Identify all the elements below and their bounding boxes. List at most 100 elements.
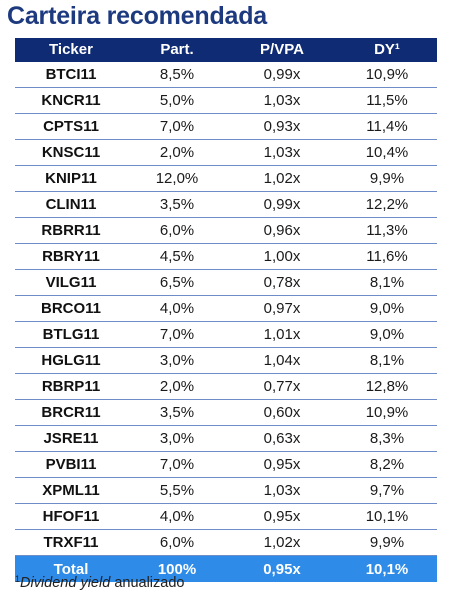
cell-pvpa: 1,04x bbox=[227, 347, 337, 375]
cell-ticker: RBRP11 bbox=[15, 373, 127, 401]
cell-ticker: JSRE11 bbox=[15, 425, 127, 453]
cell-ticker: XPML11 bbox=[15, 477, 127, 505]
cell-part: 3,5% bbox=[127, 399, 227, 427]
cell-dy: 8,1% bbox=[337, 347, 437, 375]
cell-part: 7,0% bbox=[127, 113, 227, 141]
cell-dy: 11,5% bbox=[337, 87, 437, 115]
cell-pvpa: 1,03x bbox=[227, 477, 337, 505]
table-row: TRXF11 6,0% 1,02x 9,9% bbox=[15, 529, 437, 557]
cell-part: 6,5% bbox=[127, 269, 227, 297]
cell-dy: 9,0% bbox=[337, 321, 437, 349]
table-row: KNIP11 12,0% 1,02x 9,9% bbox=[15, 165, 437, 193]
table-row: HGLG11 3,0% 1,04x 8,1% bbox=[15, 347, 437, 375]
total-dy: 10,1% bbox=[337, 555, 437, 582]
cell-part: 5,5% bbox=[127, 477, 227, 505]
table-row: BRCO11 4,0% 0,97x 9,0% bbox=[15, 295, 437, 323]
cell-part: 6,0% bbox=[127, 217, 227, 245]
cell-ticker: BRCR11 bbox=[15, 399, 127, 427]
cell-dy: 10,4% bbox=[337, 139, 437, 167]
table-row: KNCR11 5,0% 1,03x 11,5% bbox=[15, 87, 437, 115]
cell-pvpa: 1,03x bbox=[227, 87, 337, 115]
table-row: CLIN11 3,5% 0,99x 12,2% bbox=[15, 191, 437, 219]
cell-ticker: HFOF11 bbox=[15, 503, 127, 531]
table-row: PVBI11 7,0% 0,95x 8,2% bbox=[15, 451, 437, 479]
cell-pvpa: 1,02x bbox=[227, 529, 337, 557]
table-row: BTCI11 8,5% 0,99x 10,9% bbox=[15, 62, 437, 89]
table-row: KNSC11 2,0% 1,03x 10,4% bbox=[15, 139, 437, 167]
cell-pvpa: 0,93x bbox=[227, 113, 337, 141]
table-row: RBRR11 6,0% 0,96x 11,3% bbox=[15, 217, 437, 245]
cell-pvpa: 1,03x bbox=[227, 139, 337, 167]
table-row: RBRP11 2,0% 0,77x 12,8% bbox=[15, 373, 437, 401]
cell-ticker: PVBI11 bbox=[15, 451, 127, 479]
cell-pvpa: 1,01x bbox=[227, 321, 337, 349]
total-pvpa: 0,95x bbox=[227, 555, 337, 582]
table-body: BTCI11 8,5% 0,99x 10,9% KNCR11 5,0% 1,03x 11,5%… bbox=[15, 62, 437, 557]
cell-ticker: RBRR11 bbox=[15, 217, 127, 245]
footnote-marker: 1 bbox=[15, 574, 21, 584]
cell-ticker: CPTS11 bbox=[15, 113, 127, 141]
cell-pvpa: 0,99x bbox=[227, 191, 337, 219]
cell-ticker: KNSC11 bbox=[15, 139, 127, 167]
table-header-row: Ticker Part. P/VPA DY¹ bbox=[15, 38, 437, 62]
cell-ticker: BTLG11 bbox=[15, 321, 127, 349]
cell-dy: 9,9% bbox=[337, 165, 437, 193]
table-row: HFOF11 4,0% 0,95x 10,1% bbox=[15, 503, 437, 531]
cell-ticker: KNCR11 bbox=[15, 87, 127, 115]
cell-pvpa: 1,00x bbox=[227, 243, 337, 271]
cell-part: 4,0% bbox=[127, 295, 227, 323]
cell-pvpa: 1,02x bbox=[227, 165, 337, 193]
cell-part: 3,0% bbox=[127, 347, 227, 375]
cell-dy: 8,2% bbox=[337, 451, 437, 479]
cell-part: 3,5% bbox=[127, 191, 227, 219]
cell-pvpa: 0,96x bbox=[227, 217, 337, 245]
cell-pvpa: 0,97x bbox=[227, 295, 337, 323]
cell-pvpa: 0,60x bbox=[227, 399, 337, 427]
cell-part: 6,0% bbox=[127, 529, 227, 557]
cell-dy: 10,1% bbox=[337, 503, 437, 531]
cell-ticker: KNIP11 bbox=[15, 165, 127, 193]
cell-part: 4,5% bbox=[127, 243, 227, 271]
cell-dy: 12,8% bbox=[337, 373, 437, 401]
column-header-dy: DY¹ bbox=[337, 38, 437, 62]
total-label: Total bbox=[15, 555, 127, 582]
cell-pvpa: 0,95x bbox=[227, 503, 337, 531]
cell-dy: 10,9% bbox=[337, 62, 437, 89]
cell-part: 5,0% bbox=[127, 87, 227, 115]
cell-dy: 10,9% bbox=[337, 399, 437, 427]
cell-ticker: HGLG11 bbox=[15, 347, 127, 375]
portfolio-table: Ticker Part. P/VPA DY¹ BTCI11 8,5% 0,99x 10… bbox=[15, 38, 437, 582]
cell-dy: 9,9% bbox=[337, 529, 437, 557]
cell-part: 8,5% bbox=[127, 62, 227, 89]
cell-dy: 11,3% bbox=[337, 217, 437, 245]
cell-dy: 8,1% bbox=[337, 269, 437, 297]
total-row: Total 100% 0,95x 10,1% bbox=[15, 555, 437, 582]
cell-dy: 9,0% bbox=[337, 295, 437, 323]
cell-part: 7,0% bbox=[127, 451, 227, 479]
cell-ticker: TRXF11 bbox=[15, 529, 127, 557]
cell-ticker: RBRY11 bbox=[15, 243, 127, 271]
footnote-italic-text: Dividend yield bbox=[20, 575, 111, 591]
cell-pvpa: 0,77x bbox=[227, 373, 337, 401]
page-title: Carteira recomendada bbox=[7, 2, 268, 30]
cell-part: 2,0% bbox=[127, 373, 227, 401]
cell-ticker: VILG11 bbox=[15, 269, 127, 297]
table-row: XPML11 5,5% 1,03x 9,7% bbox=[15, 477, 437, 505]
footnote-rest-text: anualizado bbox=[110, 575, 185, 591]
total-part: 100% bbox=[127, 555, 227, 582]
cell-ticker: CLIN11 bbox=[15, 191, 127, 219]
table-row: CPTS11 7,0% 0,93x 11,4% bbox=[15, 113, 437, 141]
table-row: JSRE11 3,0% 0,63x 8,3% bbox=[15, 425, 437, 453]
cell-part: 3,0% bbox=[127, 425, 227, 453]
table-row: BRCR11 3,5% 0,60x 10,9% bbox=[15, 399, 437, 427]
cell-pvpa: 0,95x bbox=[227, 451, 337, 479]
cell-dy: 11,6% bbox=[337, 243, 437, 271]
cell-pvpa: 0,78x bbox=[227, 269, 337, 297]
cell-ticker: BTCI11 bbox=[15, 62, 127, 89]
table-row: RBRY11 4,5% 1,00x 11,6% bbox=[15, 243, 437, 271]
cell-pvpa: 0,99x bbox=[227, 62, 337, 89]
cell-dy: 12,2% bbox=[337, 191, 437, 219]
cell-part: 7,0% bbox=[127, 321, 227, 349]
cell-part: 4,0% bbox=[127, 503, 227, 531]
